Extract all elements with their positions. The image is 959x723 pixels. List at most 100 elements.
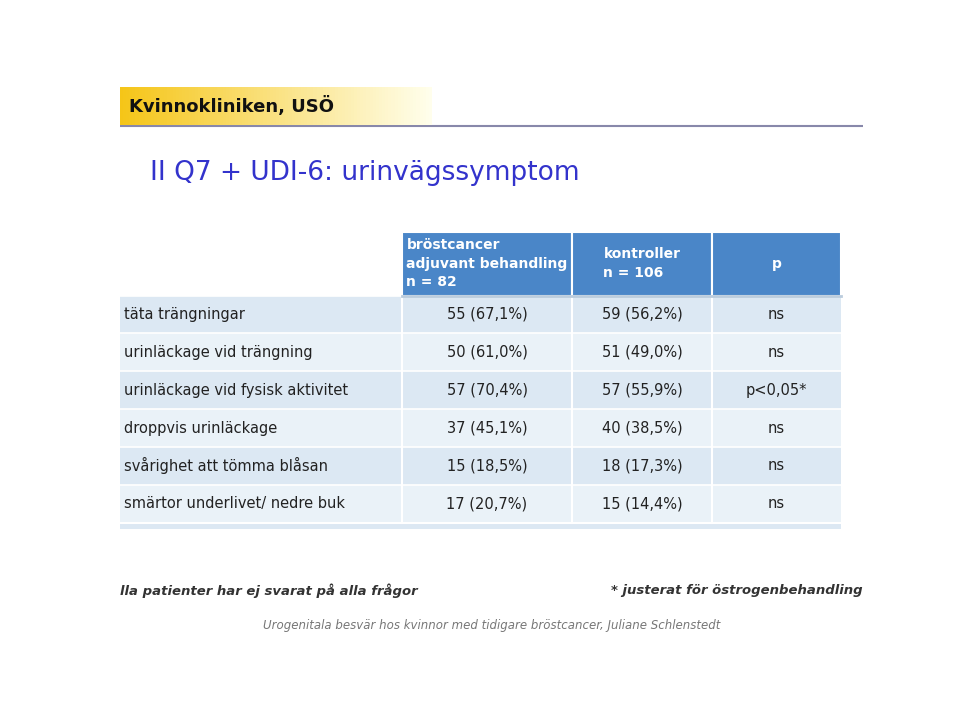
- Bar: [195, 87, 198, 124]
- Bar: [282, 87, 286, 124]
- Bar: [326, 87, 329, 124]
- Text: 55 (67,1%): 55 (67,1%): [447, 307, 527, 322]
- Bar: [257, 87, 260, 124]
- Bar: [229, 87, 232, 124]
- Text: 51 (49,0%): 51 (49,0%): [601, 345, 683, 360]
- Bar: [403, 523, 841, 529]
- Bar: [351, 87, 354, 124]
- Bar: [232, 87, 235, 124]
- Text: täta trängningar: täta trängningar: [124, 307, 245, 322]
- Bar: [323, 87, 326, 124]
- Bar: [142, 87, 145, 124]
- Bar: [179, 87, 182, 124]
- Text: 50 (61,0%): 50 (61,0%): [447, 345, 527, 360]
- Text: p<0,05*: p<0,05*: [746, 382, 807, 398]
- Bar: [416, 87, 419, 124]
- Text: 17 (20,7%): 17 (20,7%): [447, 496, 527, 511]
- Bar: [154, 87, 157, 124]
- Bar: [226, 87, 229, 124]
- Bar: [276, 87, 279, 124]
- Bar: [419, 87, 423, 124]
- Bar: [272, 87, 276, 124]
- Bar: [192, 87, 195, 124]
- Bar: [403, 333, 841, 371]
- Text: 40 (38,5%): 40 (38,5%): [601, 421, 682, 435]
- Text: 57 (70,4%): 57 (70,4%): [447, 382, 527, 398]
- Text: ns: ns: [768, 458, 785, 474]
- Bar: [341, 87, 344, 124]
- Text: smärtor underlivet/ nedre buk: smärtor underlivet/ nedre buk: [124, 496, 344, 511]
- Bar: [382, 87, 386, 124]
- Bar: [214, 87, 217, 124]
- Bar: [289, 87, 292, 124]
- Bar: [123, 87, 127, 124]
- Bar: [398, 87, 401, 124]
- Bar: [129, 87, 132, 124]
- Bar: [182, 87, 185, 124]
- Bar: [294, 87, 298, 124]
- Bar: [339, 87, 341, 124]
- Text: kontroller
n = 106: kontroller n = 106: [603, 247, 681, 280]
- Bar: [394, 87, 398, 124]
- Bar: [254, 87, 257, 124]
- Bar: [329, 87, 332, 124]
- Bar: [429, 87, 432, 124]
- Bar: [120, 523, 403, 529]
- Text: droppvis urinläckage: droppvis urinläckage: [124, 421, 277, 435]
- Text: bröstcancer
adjuvant behandling
n = 82: bröstcancer adjuvant behandling n = 82: [407, 238, 568, 289]
- Bar: [304, 87, 307, 124]
- Bar: [279, 87, 282, 124]
- Text: ns: ns: [768, 421, 785, 435]
- Bar: [403, 371, 841, 409]
- Bar: [319, 87, 323, 124]
- Bar: [361, 87, 363, 124]
- Bar: [413, 87, 416, 124]
- Bar: [157, 87, 160, 124]
- Bar: [242, 87, 245, 124]
- Text: II Q7 + UDI-6: urinvägssymptom: II Q7 + UDI-6: urinvägssymptom: [150, 160, 579, 186]
- Bar: [426, 87, 429, 124]
- Bar: [423, 87, 426, 124]
- Bar: [307, 87, 311, 124]
- Bar: [251, 87, 254, 124]
- Bar: [201, 87, 204, 124]
- Text: 59 (56,2%): 59 (56,2%): [601, 307, 683, 322]
- Bar: [357, 87, 361, 124]
- Bar: [207, 87, 210, 124]
- Bar: [348, 87, 351, 124]
- Text: Kvinnokliniken, USÖ: Kvinnokliniken, USÖ: [129, 95, 334, 116]
- Text: 18 (17,3%): 18 (17,3%): [601, 458, 682, 474]
- Bar: [120, 87, 123, 124]
- Bar: [239, 87, 242, 124]
- Bar: [332, 87, 336, 124]
- Bar: [403, 296, 841, 333]
- Bar: [298, 87, 301, 124]
- Bar: [376, 87, 379, 124]
- Bar: [379, 87, 382, 124]
- Text: ns: ns: [768, 345, 785, 360]
- Bar: [336, 87, 339, 124]
- Text: 15 (18,5%): 15 (18,5%): [447, 458, 527, 474]
- Bar: [148, 87, 152, 124]
- Text: p: p: [772, 257, 782, 270]
- Bar: [388, 87, 391, 124]
- Text: urinläckage vid fysisk aktivitet: urinläckage vid fysisk aktivitet: [124, 382, 348, 398]
- Bar: [404, 87, 407, 124]
- Bar: [264, 87, 267, 124]
- Text: 15 (14,4%): 15 (14,4%): [601, 496, 682, 511]
- Bar: [222, 87, 226, 124]
- Bar: [185, 87, 189, 124]
- Bar: [269, 87, 272, 124]
- Bar: [386, 87, 388, 124]
- Bar: [160, 87, 164, 124]
- Bar: [189, 87, 192, 124]
- Bar: [292, 87, 294, 124]
- Bar: [198, 87, 201, 124]
- Bar: [572, 231, 713, 296]
- Bar: [713, 231, 841, 296]
- Bar: [245, 87, 247, 124]
- Bar: [120, 333, 403, 371]
- Text: 57 (55,9%): 57 (55,9%): [601, 382, 683, 398]
- Text: ns: ns: [768, 496, 785, 511]
- Bar: [127, 87, 129, 124]
